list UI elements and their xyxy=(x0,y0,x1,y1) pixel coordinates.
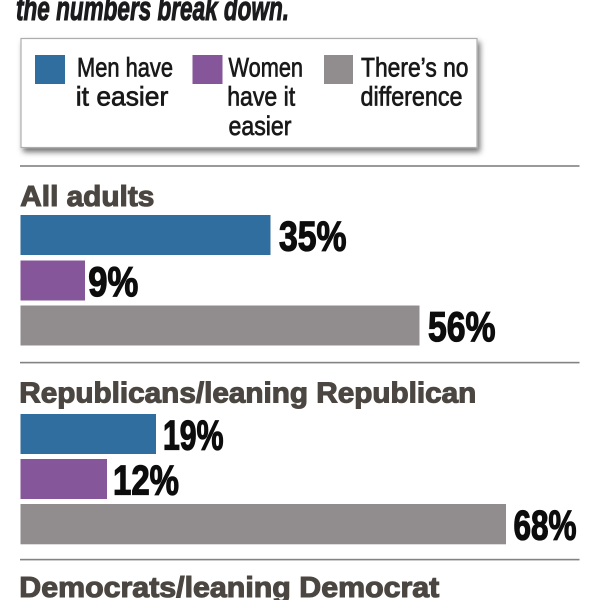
svg-text:19%: 19% xyxy=(163,411,224,458)
svg-text:Republicans/leaning Republican: Republicans/leaning Republican xyxy=(19,377,476,409)
svg-text:Men have: Men have xyxy=(77,53,173,83)
svg-text:9%: 9% xyxy=(88,258,138,305)
svg-text:difference: difference xyxy=(361,82,463,112)
svg-text:it easier: it easier xyxy=(76,82,169,112)
svg-text:12%: 12% xyxy=(113,456,179,503)
svg-text:68%: 68% xyxy=(514,501,577,548)
svg-text:35%: 35% xyxy=(279,212,347,259)
svg-text:the numbers break down.: the numbers break down. xyxy=(16,0,289,28)
svg-text:have it: have it xyxy=(227,82,295,112)
svg-text:Women: Women xyxy=(229,53,304,83)
svg-text:There’s no: There’s no xyxy=(361,53,469,83)
svg-text:All adults: All adults xyxy=(20,181,154,213)
svg-text:easier: easier xyxy=(229,111,292,141)
svg-text:Democrats/leaning Democrat: Democrats/leaning Democrat xyxy=(19,572,439,600)
svg-text:56%: 56% xyxy=(428,303,496,350)
